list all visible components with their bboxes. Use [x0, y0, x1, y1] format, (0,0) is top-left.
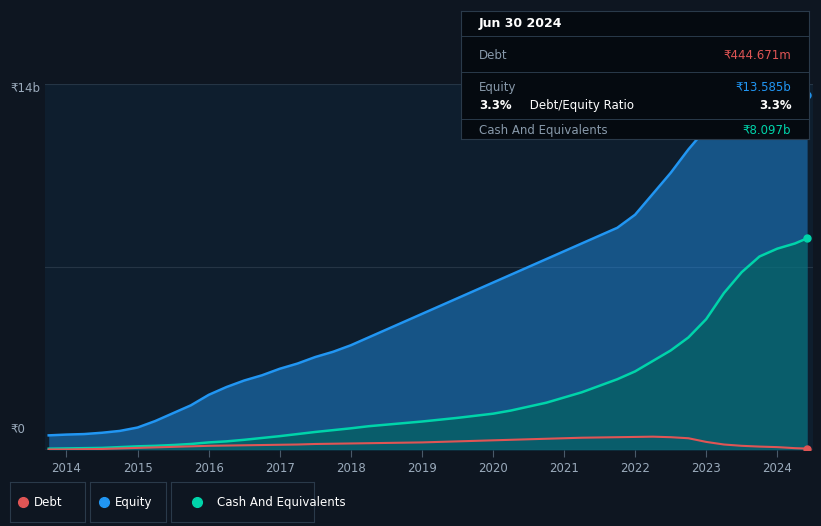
Text: ₹13.585b: ₹13.585b [736, 82, 791, 94]
Text: Equity: Equity [479, 82, 516, 94]
Text: Debt/Equity Ratio: Debt/Equity Ratio [525, 99, 634, 113]
Text: 3.3%: 3.3% [759, 99, 791, 113]
Text: Debt: Debt [479, 49, 507, 62]
Text: 3.3% Debt/Equity Ratio: 3.3% Debt/Equity Ratio [0, 525, 1, 526]
Text: ₹0: ₹0 [11, 422, 25, 436]
Text: Debt: Debt [34, 495, 62, 509]
Text: ₹14b: ₹14b [11, 82, 41, 95]
Text: ₹8.097b: ₹8.097b [743, 124, 791, 137]
Text: Cash And Equivalents: Cash And Equivalents [479, 124, 608, 137]
Text: Jun 30 2024: Jun 30 2024 [479, 17, 562, 30]
Text: ₹444.671m: ₹444.671m [723, 49, 791, 62]
Text: Equity: Equity [114, 495, 152, 509]
Text: Cash And Equivalents: Cash And Equivalents [217, 495, 346, 509]
Text: 3.3%: 3.3% [479, 99, 511, 113]
